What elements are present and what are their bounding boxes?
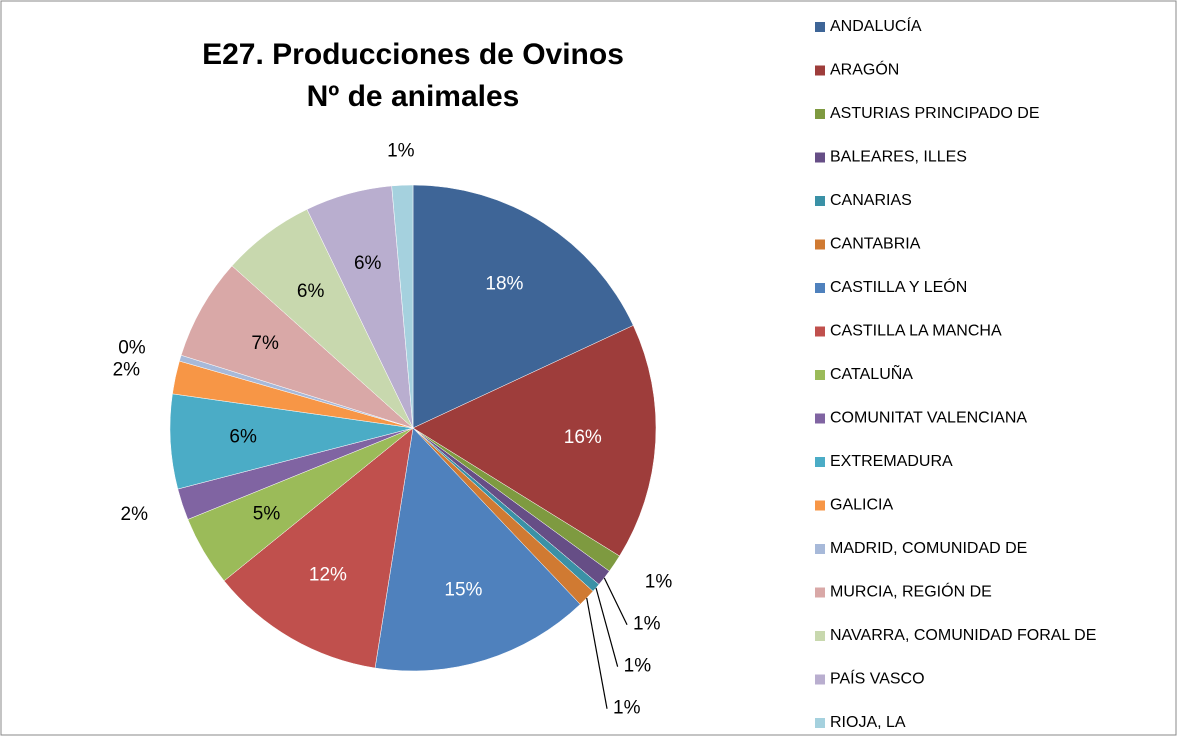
data-label: 16%: [564, 427, 602, 448]
data-label: 0%: [118, 337, 146, 358]
legend-label: CASTILLA LA MANCHA: [830, 323, 1002, 340]
legend-swatch: [815, 65, 825, 76]
pie-slice: [223, 427, 414, 669]
legend-swatch: [815, 631, 825, 641]
pie-slice: [412, 325, 657, 557]
data-label: 5%: [253, 503, 281, 524]
chart-title: E27. Producciones de Ovinos: [202, 38, 624, 71]
legend-swatch: [815, 370, 825, 380]
pie-slice: [374, 427, 581, 672]
data-label: 2%: [113, 359, 141, 380]
legend-label: CATALUÑA: [830, 363, 913, 383]
legend-label: MADRID, COMUNIDAD DE: [830, 540, 1027, 557]
legend-label: CANTABRIA: [830, 236, 921, 253]
legend-label: COMUNITAT VALENCIANA: [830, 410, 1027, 427]
data-label: 6%: [297, 281, 325, 302]
legend-label: MURCIA, REGIÓN DE: [830, 582, 992, 601]
legend-swatch: [815, 22, 825, 32]
legend-label: CANARIAS: [830, 192, 912, 209]
legend-swatch: [815, 152, 825, 163]
data-label: 2%: [121, 504, 149, 525]
legend-swatch: [815, 674, 825, 685]
data-label: 15%: [444, 579, 482, 600]
data-label: 7%: [251, 333, 279, 354]
legend-swatch: [815, 500, 825, 511]
data-label: 12%: [309, 564, 347, 585]
data-label: 1%: [624, 656, 652, 677]
legend-swatch: [815, 196, 825, 206]
leader-line: [595, 587, 619, 667]
legend-swatch: [815, 326, 825, 337]
pie-slice: [391, 184, 414, 429]
legend-label: CASTILLA Y LEÓN: [830, 277, 967, 296]
legend-swatch: [815, 544, 825, 554]
legend-label: ASTURIAS PRINCIPADO DE: [830, 105, 1040, 122]
data-label: 18%: [485, 274, 523, 295]
chart-title: Nº de animales: [307, 80, 520, 113]
legend-label: PAÍS VASCO: [830, 669, 925, 688]
legend-swatch: [815, 718, 825, 728]
leader-line: [603, 577, 628, 625]
pie-slice: [412, 184, 634, 429]
legend-label: GALICIA: [830, 497, 893, 514]
data-label: 1%: [387, 140, 415, 161]
data-label: 6%: [354, 253, 382, 274]
legend-swatch: [815, 283, 825, 293]
data-label: 1%: [645, 572, 673, 593]
data-label: 1%: [613, 698, 641, 719]
legend-label: ARAGÓN: [830, 60, 899, 79]
legend-label: RIOJA, LA: [830, 714, 906, 731]
legend-swatch: [815, 109, 825, 119]
legend-swatch: [815, 457, 825, 467]
leader-line: [586, 597, 608, 709]
data-label: 1%: [633, 614, 661, 635]
legend-swatch: [815, 239, 825, 250]
legend-label: EXTREMADURA: [830, 453, 953, 470]
legend-label: ANDALUCÍA: [830, 16, 922, 35]
data-label: 6%: [229, 427, 257, 448]
legend-swatch: [815, 413, 825, 424]
legend-label: NAVARRA, COMUNIDAD FORAL DE: [830, 627, 1096, 644]
legend-label: BALEARES, ILLES: [830, 149, 967, 166]
legend-swatch: [815, 587, 825, 598]
